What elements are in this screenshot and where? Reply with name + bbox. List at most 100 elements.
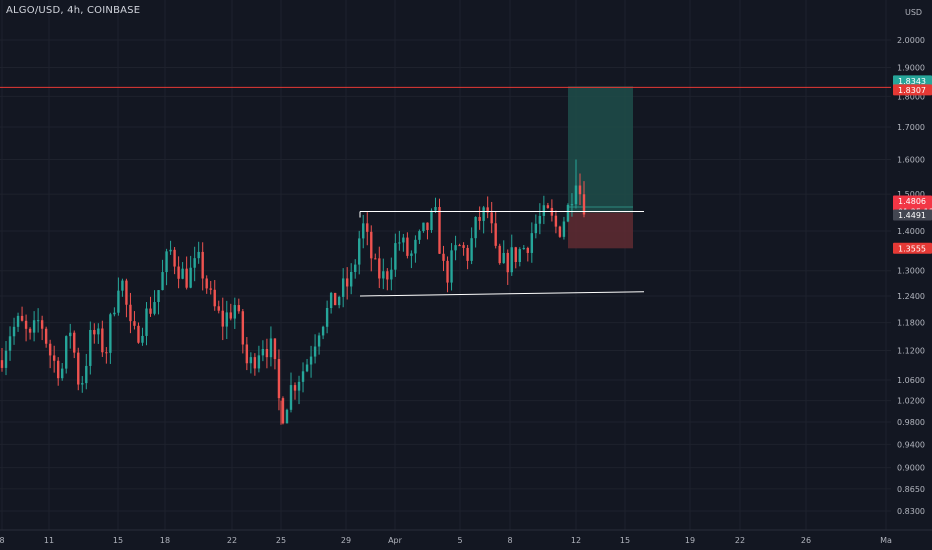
time-tick-label: 19 bbox=[685, 536, 695, 545]
candle-body bbox=[241, 311, 245, 345]
candle-body bbox=[281, 398, 285, 424]
candle-body bbox=[566, 204, 570, 222]
price-tick-label: 1.1800 bbox=[897, 319, 925, 328]
candle-body bbox=[205, 278, 208, 289]
candle-body bbox=[297, 381, 301, 391]
candle-body bbox=[81, 383, 84, 385]
candle-body bbox=[28, 328, 32, 333]
candle-body bbox=[61, 368, 64, 379]
candle-body bbox=[462, 245, 465, 248]
candle-body bbox=[554, 215, 558, 227]
candle-body bbox=[410, 253, 413, 256]
candle-body bbox=[24, 320, 28, 329]
stop-badge bbox=[893, 242, 932, 254]
candle-body bbox=[125, 280, 128, 305]
price-tick-label: 0.8300 bbox=[897, 507, 925, 516]
candle-body bbox=[44, 328, 48, 344]
candle-body bbox=[237, 305, 241, 312]
candle-body bbox=[173, 249, 176, 267]
candle-body bbox=[321, 326, 325, 336]
price-tick-label: 1.0200 bbox=[897, 397, 925, 406]
candle-body bbox=[474, 216, 477, 239]
candle-body bbox=[414, 239, 417, 254]
candle-body bbox=[293, 385, 297, 391]
price-axis[interactable]: 2.0000 1.9000 1.8000 1.7000 1.6000 1.5000 1.40… bbox=[897, 8, 925, 516]
candle-body bbox=[109, 314, 112, 353]
time-tick-label: Ma bbox=[880, 536, 892, 545]
price-tick-label: 0.9800 bbox=[897, 418, 925, 427]
candle-body bbox=[193, 258, 196, 268]
candle-body bbox=[0, 360, 4, 368]
risk-reward-zone[interactable] bbox=[568, 86, 633, 249]
channel-lower-line[interactable] bbox=[359, 291, 645, 297]
stop-badge-label: 1.3555 bbox=[898, 244, 926, 253]
symbol-title[interactable]: ALGO/USD, 4h, COINBASE bbox=[6, 5, 141, 16]
candle-body bbox=[502, 252, 505, 264]
candle-body bbox=[8, 336, 12, 351]
candle-body bbox=[570, 204, 574, 206]
candle-body bbox=[438, 207, 441, 254]
time-tick-label: 26 bbox=[801, 536, 811, 545]
candle-body bbox=[277, 359, 281, 399]
candle-body bbox=[117, 290, 120, 313]
candle-body bbox=[245, 344, 249, 364]
drawings[interactable] bbox=[0, 86, 891, 297]
candle-body bbox=[354, 264, 357, 272]
current-price-badge-label: 1.4806 bbox=[898, 197, 926, 206]
candle-body bbox=[530, 233, 534, 253]
candle-body bbox=[546, 205, 550, 208]
candle-body bbox=[486, 207, 489, 213]
time-tick-label: 15 bbox=[113, 536, 123, 545]
price-tick-label: 1.4000 bbox=[897, 227, 925, 236]
time-tick-label: 29 bbox=[341, 536, 351, 545]
candle-body bbox=[93, 329, 96, 335]
time-axis[interactable]: 8 11 15 18 22 25 29 Apr 5 8 12 15 19 22 26 Ma bbox=[0, 529, 932, 545]
price-tick-label: 0.9400 bbox=[897, 440, 925, 449]
loss-zone[interactable] bbox=[568, 212, 633, 249]
candle-body bbox=[434, 207, 437, 211]
candle-body bbox=[329, 292, 333, 308]
candle-body bbox=[305, 364, 309, 372]
time-tick-label: 5 bbox=[457, 536, 462, 545]
price-tick-label: 2.0000 bbox=[897, 36, 925, 45]
candle-body bbox=[253, 357, 257, 369]
candle-body bbox=[325, 307, 329, 327]
time-tick-label: 15 bbox=[620, 536, 630, 545]
candle-body bbox=[113, 312, 116, 315]
candles bbox=[0, 159, 586, 425]
candle-body bbox=[145, 308, 148, 336]
candle-body bbox=[506, 252, 509, 273]
candle-body bbox=[97, 328, 100, 335]
candle-body bbox=[153, 302, 156, 314]
candle-body bbox=[141, 335, 144, 343]
profit-zone[interactable] bbox=[568, 86, 633, 213]
candle-body bbox=[233, 305, 236, 319]
grid bbox=[0, 0, 891, 530]
candle-body bbox=[582, 194, 586, 215]
candle-body bbox=[12, 326, 16, 337]
candle-body bbox=[442, 253, 445, 261]
price-tick-label: 1.0600 bbox=[897, 376, 925, 385]
price-tick-label: 1.6000 bbox=[897, 156, 925, 165]
candle-body bbox=[490, 212, 493, 224]
candle-body bbox=[458, 245, 461, 247]
candle-body bbox=[390, 269, 393, 280]
candle-body bbox=[20, 315, 24, 321]
candle-body bbox=[345, 278, 349, 287]
candle-body bbox=[133, 321, 136, 326]
candle-body bbox=[378, 258, 381, 279]
time-tick-label: 12 bbox=[571, 536, 581, 545]
entry-badge-label: 1.4491 bbox=[898, 211, 926, 220]
candle-body bbox=[398, 242, 401, 244]
candle-body bbox=[301, 371, 305, 382]
candle-body bbox=[65, 336, 68, 369]
candle-body bbox=[394, 243, 397, 270]
candle-body bbox=[430, 210, 433, 231]
candle-body bbox=[522, 247, 525, 250]
time-tick-label: 22 bbox=[735, 536, 745, 545]
candle-body bbox=[422, 222, 425, 232]
